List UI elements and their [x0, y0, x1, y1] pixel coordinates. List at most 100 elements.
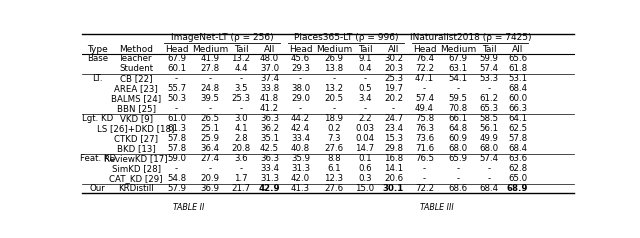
Text: 68.0: 68.0	[449, 144, 467, 153]
Text: BKD [13]: BKD [13]	[116, 144, 156, 153]
Text: 57.9: 57.9	[167, 184, 186, 193]
Text: -: -	[456, 174, 460, 183]
Text: 54.8: 54.8	[167, 174, 186, 183]
Text: TABLE II: TABLE II	[173, 203, 205, 212]
Text: CAT_KD [29]: CAT_KD [29]	[109, 174, 163, 183]
Text: 20.2: 20.2	[384, 94, 403, 103]
Text: 42.4: 42.4	[291, 124, 310, 133]
Text: -: -	[299, 74, 302, 83]
Text: -: -	[175, 104, 178, 113]
Text: LT.: LT.	[93, 74, 103, 83]
Text: 24.8: 24.8	[200, 84, 220, 93]
Text: 27.4: 27.4	[200, 154, 220, 163]
Text: 68.4: 68.4	[479, 184, 499, 193]
Text: 20.9: 20.9	[200, 174, 220, 183]
Text: Base: Base	[87, 55, 108, 64]
Text: 65.9: 65.9	[449, 154, 467, 163]
Text: 14.1: 14.1	[384, 164, 403, 173]
Text: 0.2: 0.2	[327, 124, 340, 133]
Text: -: -	[456, 84, 460, 93]
Text: 72.2: 72.2	[415, 184, 434, 193]
Text: -: -	[175, 164, 178, 173]
Text: -: -	[456, 164, 460, 173]
Text: -: -	[423, 84, 426, 93]
Text: 61.2: 61.2	[479, 94, 499, 103]
Text: 41.9: 41.9	[200, 55, 220, 64]
Text: 19.7: 19.7	[384, 84, 403, 93]
Text: 75.8: 75.8	[415, 114, 434, 123]
Text: 36.3: 36.3	[260, 154, 279, 163]
Text: 41.2: 41.2	[260, 104, 279, 113]
Text: 13.2: 13.2	[324, 84, 344, 93]
Text: Type: Type	[88, 45, 108, 54]
Text: 40.8: 40.8	[291, 144, 310, 153]
Text: 67.9: 67.9	[167, 55, 186, 64]
Text: ImageNet-LT (ρ = 256): ImageNet-LT (ρ = 256)	[171, 33, 274, 42]
Text: 29.0: 29.0	[291, 94, 310, 103]
Text: 58.5: 58.5	[479, 114, 499, 123]
Text: 12.3: 12.3	[324, 174, 344, 183]
Text: Tail: Tail	[482, 45, 496, 54]
Text: All: All	[388, 45, 399, 54]
Text: -: -	[423, 164, 426, 173]
Text: KRDistill: KRDistill	[118, 184, 154, 193]
Text: 36.3: 36.3	[260, 114, 279, 123]
Text: 26.9: 26.9	[324, 55, 344, 64]
Text: 61.0: 61.0	[167, 114, 186, 123]
Text: Places365-LT (ρ = 996): Places365-LT (ρ = 996)	[294, 33, 399, 42]
Text: 76.5: 76.5	[415, 154, 434, 163]
Text: 68.6: 68.6	[449, 184, 467, 193]
Text: 60.9: 60.9	[449, 134, 467, 143]
Text: CTKD [27]: CTKD [27]	[114, 134, 158, 143]
Text: AREA [23]: AREA [23]	[114, 84, 158, 93]
Text: 66.3: 66.3	[508, 104, 527, 113]
Text: 4.1: 4.1	[234, 124, 248, 133]
Text: 21.7: 21.7	[232, 184, 250, 193]
Text: -: -	[423, 174, 426, 183]
Text: 3.0: 3.0	[234, 114, 248, 123]
Text: VKD [9]: VKD [9]	[120, 114, 152, 123]
Text: 37.4: 37.4	[260, 74, 279, 83]
Text: 20.3: 20.3	[384, 64, 403, 74]
Text: 33.8: 33.8	[260, 84, 279, 93]
Text: 0.4: 0.4	[358, 64, 372, 74]
Text: 48.0: 48.0	[260, 55, 279, 64]
Text: 27.6: 27.6	[324, 144, 344, 153]
Text: 57.4: 57.4	[415, 94, 434, 103]
Text: BBN [25]: BBN [25]	[116, 104, 156, 113]
Text: -: -	[364, 104, 367, 113]
Text: 56.1: 56.1	[479, 124, 499, 133]
Text: LS [26]+DKD [18]: LS [26]+DKD [18]	[97, 124, 175, 133]
Text: 16.8: 16.8	[384, 154, 403, 163]
Text: 62.5: 62.5	[508, 124, 527, 133]
Text: 67.9: 67.9	[449, 55, 467, 64]
Text: 2.2: 2.2	[358, 114, 372, 123]
Text: 20.8: 20.8	[232, 144, 250, 153]
Text: 30.1: 30.1	[383, 184, 404, 193]
Text: 72.2: 72.2	[415, 64, 434, 74]
Text: 0.6: 0.6	[358, 164, 372, 173]
Text: 33.4: 33.4	[260, 164, 279, 173]
Text: -: -	[332, 104, 335, 113]
Text: 49.9: 49.9	[479, 134, 499, 143]
Text: 53.1: 53.1	[508, 74, 527, 83]
Text: 1.7: 1.7	[234, 174, 248, 183]
Text: Lgt. KD: Lgt. KD	[82, 114, 113, 123]
Text: 41.8: 41.8	[260, 94, 279, 103]
Text: 25.9: 25.9	[200, 134, 220, 143]
Text: 63.6: 63.6	[508, 154, 527, 163]
Text: 45.6: 45.6	[291, 55, 310, 64]
Text: 42.0: 42.0	[291, 174, 310, 183]
Text: 54.1: 54.1	[449, 74, 467, 83]
Text: 44.2: 44.2	[291, 114, 310, 123]
Text: Teacher: Teacher	[119, 55, 153, 64]
Text: 55.7: 55.7	[167, 84, 186, 93]
Text: 30.2: 30.2	[384, 55, 403, 64]
Text: -: -	[209, 164, 211, 173]
Text: 6.1: 6.1	[327, 164, 340, 173]
Text: SimKD [28]: SimKD [28]	[111, 164, 161, 173]
Text: 7.3: 7.3	[327, 134, 340, 143]
Text: 36.9: 36.9	[200, 184, 220, 193]
Text: 65.6: 65.6	[508, 55, 527, 64]
Text: -: -	[239, 104, 243, 113]
